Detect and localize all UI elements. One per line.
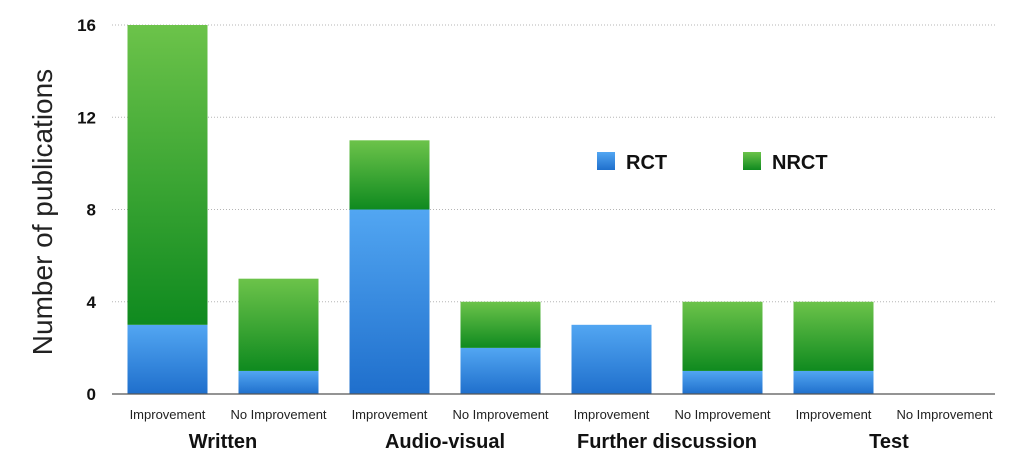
x-group-label: Written	[189, 431, 258, 453]
y-axis-label: Number of publications	[27, 69, 58, 355]
axes: 0 4 8 12 16 Improvement No Improvement Improvem…	[77, 16, 995, 453]
legend-label-nrct: NRCT	[772, 152, 828, 174]
bar-rct-2	[349, 209, 430, 394]
y-tick-label: 16	[77, 16, 96, 35]
legend-swatch-rct	[597, 152, 615, 170]
bar-rct-3	[460, 347, 541, 394]
bar-nrct-1	[238, 278, 319, 371]
bar-rct-6	[793, 370, 874, 394]
x-category-label: Improvement	[130, 407, 206, 422]
legend-swatch-nrct	[743, 152, 761, 170]
x-group-label: Further discussion	[577, 431, 757, 453]
x-category-label: Improvement	[574, 407, 650, 422]
bar-nrct-6	[793, 301, 874, 371]
bar-rct-0	[127, 324, 208, 394]
y-tick-label: 0	[87, 385, 96, 404]
bar-rct-1	[238, 370, 319, 394]
bar-rct-4	[571, 324, 652, 394]
x-category-label: Improvement	[796, 407, 872, 422]
x-category-label: No Improvement	[452, 407, 548, 422]
x-category-label: No Improvement	[896, 407, 992, 422]
x-category-label: No Improvement	[230, 407, 326, 422]
bar-nrct-5	[682, 301, 763, 371]
legend-label-rct: RCT	[626, 152, 667, 174]
bars	[127, 25, 874, 394]
x-category-label: Improvement	[352, 407, 428, 422]
x-category-label: No Improvement	[674, 407, 770, 422]
bar-nrct-0	[127, 25, 208, 325]
y-tick-label: 12	[77, 108, 96, 127]
gridlines	[112, 24, 995, 303]
y-tick-label: 8	[87, 201, 96, 220]
x-group-label: Test	[869, 431, 909, 453]
bar-nrct-2	[349, 140, 430, 210]
legend: RCT NRCT	[597, 152, 828, 174]
x-group-label: Audio-visual	[385, 431, 505, 453]
y-tick-label: 4	[87, 293, 97, 312]
bar-nrct-3	[460, 301, 541, 348]
bar-rct-5	[682, 370, 763, 394]
